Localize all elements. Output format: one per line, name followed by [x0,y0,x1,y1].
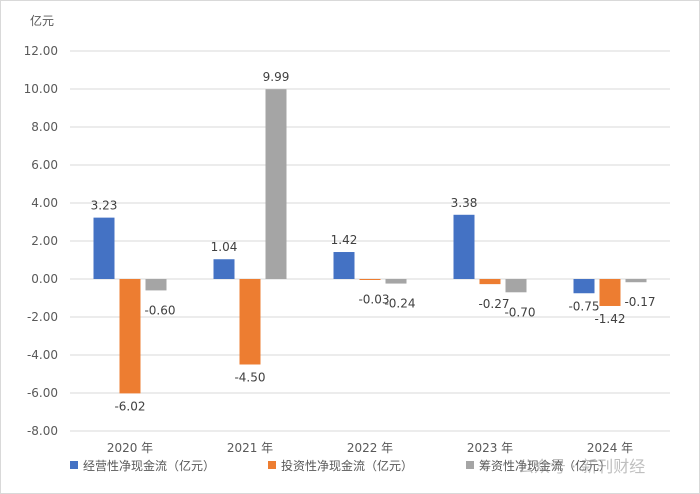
bar-series2-3 [359,279,381,280]
y-tick-label: -4.00 [27,348,58,362]
x-tick-label: 2024 年 [587,441,633,455]
y-tick-label: 10.00 [24,82,58,96]
legend: 经营性净现金流（亿元） 投资性净现金流（亿元） 筹资性净现金流（亿元） [70,458,611,473]
bar-series1-1 [93,217,115,279]
data-label: -0.24 [384,297,415,311]
data-label: 1.42 [331,233,358,247]
data-label: -0.70 [504,305,535,319]
y-tick-label: 8.00 [31,120,58,134]
data-label: 9.99 [263,70,290,84]
data-label: -6.02 [114,399,145,413]
y-tick-label: -2.00 [27,310,58,324]
bar-series1-5 [573,279,595,294]
bar-series2-5 [599,279,621,306]
bar-series1-3 [333,252,355,279]
data-label: 3.23 [91,199,118,213]
x-tick-label: 2021 年 [227,441,273,455]
bar-series1-2 [213,259,235,279]
data-label: -0.17 [624,295,655,309]
bar-series2-4 [479,279,501,285]
legend-swatch [70,461,78,469]
bar-series2-2 [239,279,261,365]
data-label: -0.75 [568,299,599,313]
y-tick-label: 2.00 [31,234,58,248]
bar-series3-2 [265,89,287,279]
y-tick-label: -8.00 [27,424,58,438]
watermark: 公众号 · 新刊财经 [518,457,645,476]
x-axis-labels: 2020 年 2021 年 2022 年 2023 年 2024 年 [107,441,633,455]
legend-swatch [466,461,474,469]
legend-label: 筹资性净现金流（亿元） [479,458,611,473]
data-label: 3.38 [451,196,478,210]
bar-series1-4 [453,214,475,279]
data-label: -0.27 [478,297,509,311]
y-tick-label: 12.00 [24,44,58,58]
bars [93,89,647,394]
data-label: -0.03 [358,293,389,307]
legend-swatch [268,461,276,469]
data-label: -1.42 [594,312,625,326]
bar-series2-1 [119,279,141,394]
y-axis-unit-label: 亿元 [30,13,54,28]
x-tick-label: 2022 年 [347,441,393,455]
data-labels: 3.23-6.02-0.601.04-4.509.991.42-0.03-0.2… [91,70,656,413]
data-label: 1.04 [211,240,238,254]
x-tick-label: 2020 年 [107,441,153,455]
y-tick-label: 4.00 [31,196,58,210]
data-label: -4.50 [234,371,265,385]
data-label: -0.60 [144,303,175,317]
bar-series3-4 [505,279,527,293]
x-tick-label: 2023 年 [467,441,513,455]
bar-series3-3 [385,279,407,284]
y-axis-ticks: 12.00 10.00 8.00 6.00 4.00 2.00 0.00 -2.00 -4.00… [24,44,58,438]
y-tick-label: 6.00 [31,158,58,172]
y-tick-label: -6.00 [27,386,58,400]
legend-label: 经营性净现金流（亿元） [83,458,215,473]
bar-series3-1 [145,279,167,291]
y-tick-label: 0.00 [31,272,58,286]
bar-series3-5 [625,279,647,283]
gridlines [70,50,670,432]
legend-label: 投资性净现金流（亿元） [281,458,413,473]
